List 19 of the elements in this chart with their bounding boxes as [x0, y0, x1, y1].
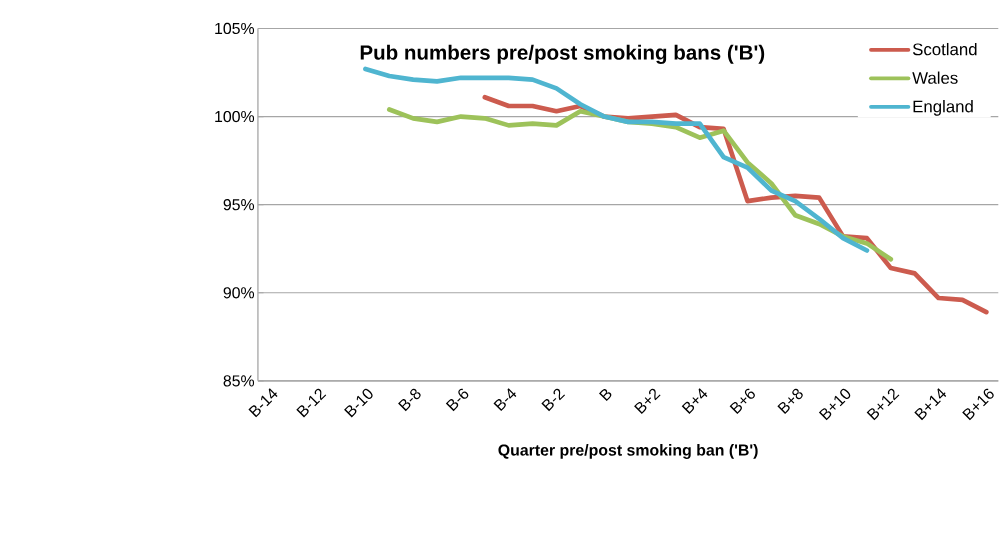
x-tick-label: B+6: [729, 388, 755, 414]
legend-label: Scotland: [912, 42, 977, 56]
x-tick-label: B-8: [398, 388, 421, 412]
x-tick-label: B-2: [541, 388, 566, 412]
legend-label: England: [913, 99, 973, 116]
y-tick-label: 95%: [223, 198, 255, 211]
x-tick-label: B-6: [445, 388, 469, 412]
y-tick-label: 105%: [215, 22, 255, 34]
x-tick-label: B: [598, 388, 612, 402]
x-tick-label: B-4: [493, 388, 517, 411]
x-tick-label: B+2: [634, 388, 661, 414]
x-tick-label: B+4: [681, 388, 708, 414]
x-axis-title: Quarter pre/post smoking ban ('B'): [498, 443, 758, 459]
y-tick-label: 90%: [223, 287, 255, 299]
y-tick-label: 100%: [215, 110, 255, 123]
legend-label: Wales: [912, 71, 958, 84]
x-tick-label: B+8: [777, 388, 803, 414]
text: Pub numbers pre/post smoking bans ('B'): [360, 44, 765, 64]
y-tick-label: 85%: [223, 375, 255, 387]
